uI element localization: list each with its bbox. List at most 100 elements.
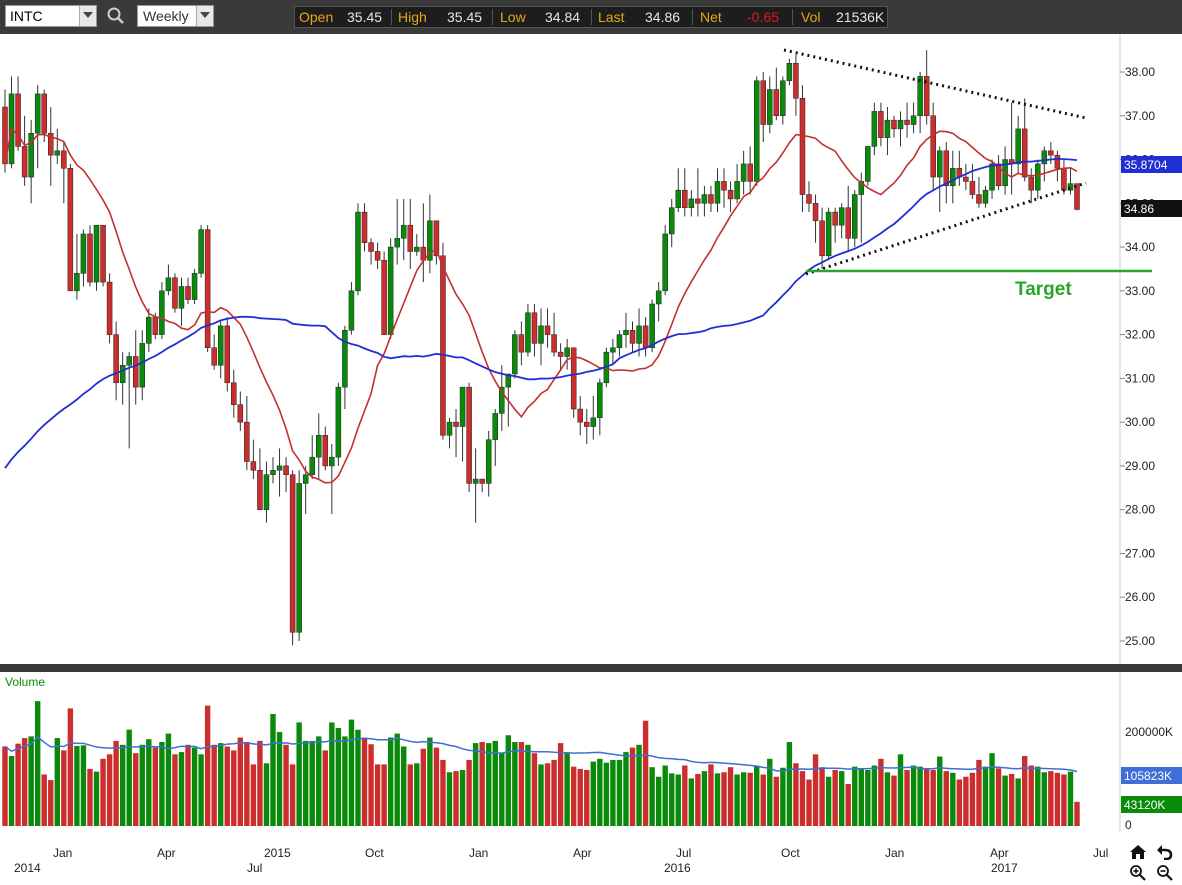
candle[interactable] (74, 233, 80, 300)
candle[interactable] (786, 58, 793, 86)
volume-bar[interactable] (499, 752, 505, 826)
volume-bar[interactable] (995, 768, 1002, 826)
volume-bar[interactable] (342, 736, 348, 826)
candle[interactable] (551, 312, 557, 357)
volume-bar[interactable] (119, 744, 126, 826)
candle[interactable] (276, 448, 283, 497)
candle[interactable] (191, 268, 198, 304)
candle[interactable] (865, 146, 871, 186)
candle[interactable] (1028, 168, 1034, 204)
volume-bar[interactable] (237, 737, 244, 826)
volume-bar[interactable] (923, 768, 930, 826)
panel-divider[interactable] (0, 664, 1182, 672)
volume-bar[interactable] (191, 747, 198, 826)
symbol-dropdown-button[interactable] (79, 6, 96, 26)
candle[interactable] (348, 282, 355, 335)
candle[interactable] (616, 330, 623, 357)
volume-bar[interactable] (708, 764, 714, 826)
volume-bar[interactable] (283, 744, 289, 826)
volume-bar[interactable] (799, 771, 806, 826)
candle[interactable] (825, 207, 832, 261)
candle[interactable] (414, 233, 420, 256)
candle[interactable] (100, 224, 106, 287)
candle[interactable] (479, 478, 485, 493)
volume-bar[interactable] (878, 758, 884, 826)
volume-bar[interactable] (394, 733, 400, 826)
volume-bar[interactable] (721, 772, 727, 826)
volume-bar[interactable] (891, 775, 897, 826)
candle[interactable] (505, 373, 512, 427)
candle[interactable] (257, 448, 263, 510)
candle[interactable] (446, 417, 453, 449)
candle[interactable] (682, 168, 688, 217)
volume-bar[interactable] (133, 753, 139, 826)
volume-bar[interactable] (531, 753, 538, 826)
candle[interactable] (250, 439, 257, 480)
volume-bar[interactable] (969, 772, 976, 826)
volume-bar[interactable] (172, 754, 178, 826)
volume-bar[interactable] (950, 772, 956, 826)
volume-bar[interactable] (557, 743, 564, 826)
candle[interactable] (917, 72, 923, 134)
volume-bar[interactable] (675, 774, 681, 826)
volume-bar[interactable] (80, 745, 87, 826)
candle[interactable] (727, 181, 734, 213)
volume-bar[interactable] (897, 754, 904, 826)
candle[interactable] (335, 382, 342, 466)
volume-bar[interactable] (15, 743, 21, 826)
candle[interactable] (427, 194, 433, 274)
volume-bar[interactable] (865, 770, 871, 826)
candle[interactable] (636, 308, 642, 357)
volume-bar[interactable] (884, 772, 891, 826)
volume-bar[interactable] (629, 747, 636, 826)
candle[interactable] (113, 321, 119, 401)
undo-button[interactable] (1156, 844, 1174, 863)
candle[interactable] (584, 409, 590, 445)
volume-bar[interactable] (100, 758, 106, 826)
candle[interactable] (185, 277, 191, 304)
volume-bar[interactable] (767, 758, 773, 826)
volume-bar[interactable] (910, 765, 917, 826)
volume-bar[interactable] (714, 773, 721, 826)
candle[interactable] (361, 203, 368, 252)
candle[interactable] (871, 102, 878, 156)
period-dropdown-button[interactable] (196, 6, 213, 26)
volume-bar[interactable] (551, 759, 557, 826)
volume-bar[interactable] (355, 729, 361, 826)
volume-bar[interactable] (734, 774, 740, 826)
candle[interactable] (67, 163, 74, 292)
volume-bar[interactable] (407, 764, 413, 826)
candle[interactable] (485, 430, 492, 497)
volume-bar[interactable] (309, 740, 315, 826)
candle[interactable] (577, 395, 583, 436)
volume-bar[interactable] (754, 765, 760, 826)
candle[interactable] (21, 115, 28, 186)
volume-bar[interactable] (701, 771, 708, 826)
volume-bar[interactable] (224, 746, 230, 826)
candle[interactable] (721, 168, 727, 208)
volume-bar[interactable] (387, 737, 394, 826)
candle[interactable] (217, 321, 224, 379)
candle[interactable] (590, 395, 597, 440)
candle[interactable] (322, 426, 329, 471)
candle[interactable] (838, 203, 845, 239)
volume-bar[interactable] (669, 773, 675, 826)
candle[interactable] (936, 146, 943, 213)
volume-bar[interactable] (852, 766, 858, 826)
volume-bar[interactable] (688, 778, 695, 826)
volume-bar[interactable] (1067, 771, 1074, 826)
volume-bar[interactable] (584, 770, 590, 826)
volume-bar[interactable] (270, 714, 276, 826)
volume-bar[interactable] (982, 766, 989, 826)
volume-bar[interactable] (401, 746, 407, 826)
candle[interactable] (1021, 98, 1028, 182)
volume-bar[interactable] (211, 744, 217, 826)
volume-bar[interactable] (61, 750, 67, 826)
volume-bar[interactable] (34, 701, 41, 826)
volume-bar[interactable] (67, 708, 74, 826)
candle[interactable] (466, 382, 472, 493)
candle[interactable] (283, 457, 289, 493)
volume-bar[interactable] (544, 763, 551, 826)
volume-bar[interactable] (74, 745, 80, 826)
candle[interactable] (760, 72, 766, 143)
